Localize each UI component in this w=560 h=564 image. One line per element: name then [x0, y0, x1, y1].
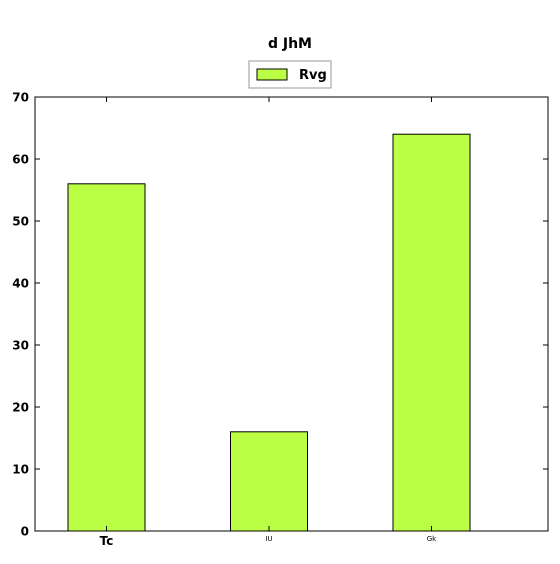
x-tick-label-tc: Tc — [100, 534, 114, 548]
x-tick-label-gk: Gk — [427, 535, 437, 543]
axes-frame — [34, 96, 549, 532]
chart-title: d JhM — [268, 36, 312, 52]
x-tick-label-iu: IU — [265, 535, 272, 543]
y-tick-label-60: 60 — [12, 153, 29, 167]
legend-label-rvg: Rvg — [299, 68, 327, 83]
y-tick-label-0: 0 — [21, 525, 29, 539]
bar-gk — [392, 133, 471, 532]
y-tick-label-40: 40 — [12, 277, 29, 291]
y-tick-label-30: 30 — [12, 339, 29, 353]
y-tick-label-20: 20 — [12, 401, 29, 415]
bar-iu — [230, 431, 308, 532]
legend-swatch-rvg — [256, 68, 288, 81]
bar-tc — [67, 183, 146, 532]
y-tick-label-10: 10 — [12, 463, 29, 477]
y-tick-label-50: 50 — [12, 215, 29, 229]
plot-area: Tc IU Gk 0 10 20 30 40 50 60 70 — [12, 91, 549, 548]
legend: Rvg — [248, 60, 332, 89]
y-tick-label-70: 70 — [12, 91, 29, 105]
